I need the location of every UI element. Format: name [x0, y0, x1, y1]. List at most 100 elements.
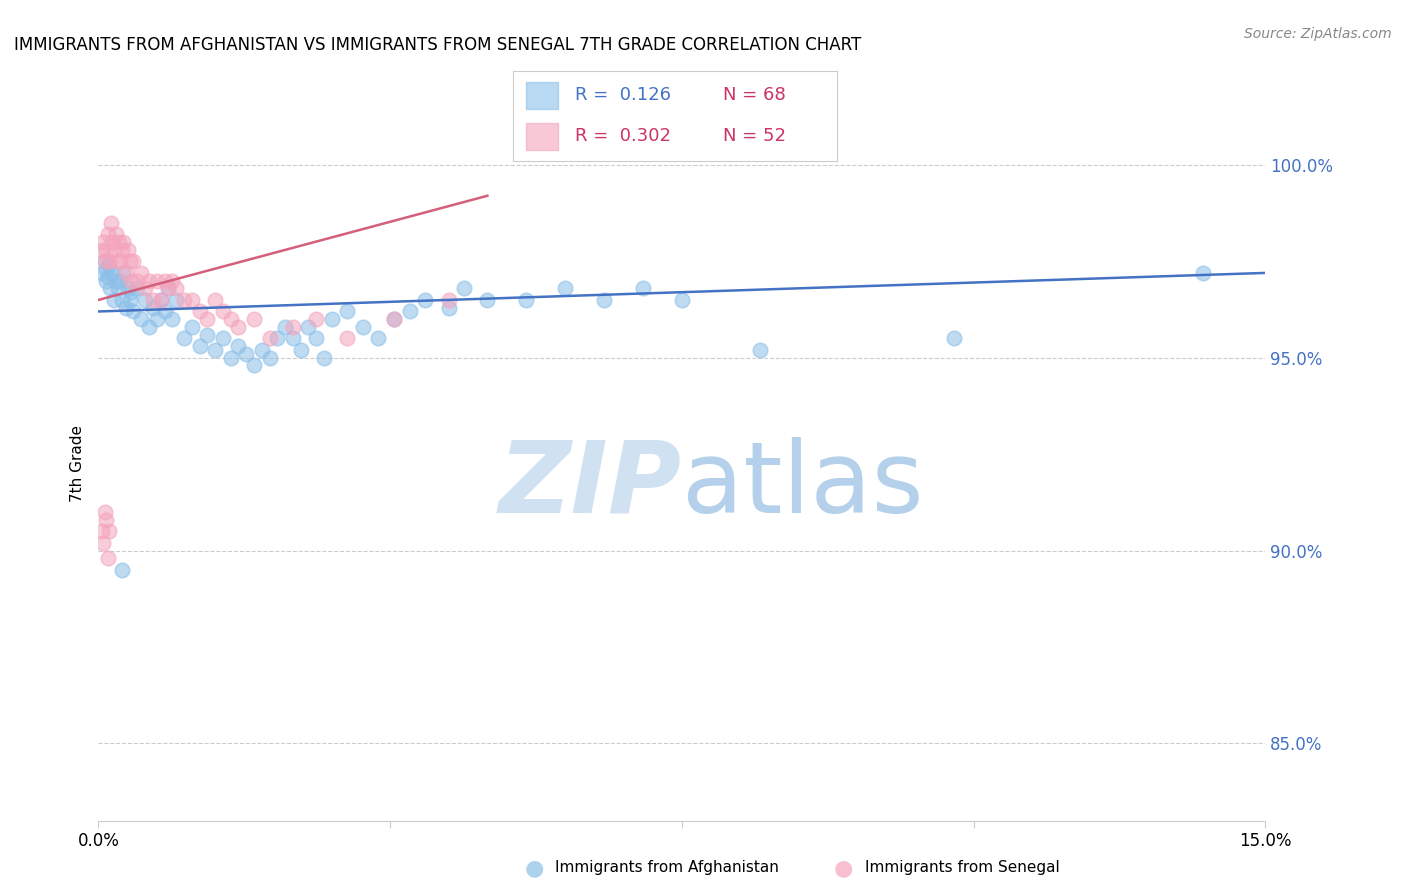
- Point: [235, 347, 257, 361]
- Point: [554, 281, 576, 295]
- Point: [305, 331, 328, 345]
- Point: [93, 254, 115, 268]
- Point: [97, 227, 120, 242]
- Point: [97, 551, 120, 566]
- Text: Source: ZipAtlas.com: Source: ZipAtlas.com: [1244, 27, 1392, 41]
- Point: [97, 258, 120, 272]
- Point: [367, 331, 389, 345]
- Point: [274, 319, 297, 334]
- Point: [259, 351, 281, 365]
- Point: [142, 301, 165, 315]
- Point: [127, 281, 149, 295]
- Point: [111, 243, 134, 257]
- Point: [114, 301, 136, 315]
- Text: ●: ●: [524, 858, 544, 878]
- Point: [138, 319, 160, 334]
- Text: N = 68: N = 68: [723, 87, 786, 104]
- Point: [118, 293, 141, 307]
- Point: [90, 243, 112, 257]
- Point: [122, 254, 145, 268]
- Point: [259, 331, 281, 345]
- Point: [305, 312, 328, 326]
- Point: [112, 235, 135, 249]
- Point: [312, 351, 335, 365]
- Point: [142, 293, 165, 307]
- Point: [321, 312, 343, 326]
- Point: [180, 319, 202, 334]
- Point: [98, 524, 121, 539]
- Point: [515, 293, 537, 307]
- Point: [398, 304, 420, 318]
- Point: [212, 304, 235, 318]
- Point: [212, 331, 235, 345]
- Text: Immigrants from Afghanistan: Immigrants from Afghanistan: [555, 861, 779, 875]
- Point: [101, 235, 124, 249]
- Point: [219, 351, 242, 365]
- Point: [336, 304, 359, 318]
- Point: [111, 563, 134, 577]
- Point: [153, 304, 176, 318]
- Point: [104, 274, 127, 288]
- Point: [107, 281, 129, 295]
- Point: [117, 243, 139, 257]
- Point: [103, 243, 125, 257]
- Point: [352, 319, 374, 334]
- Text: N = 52: N = 52: [723, 128, 786, 145]
- Point: [100, 216, 122, 230]
- Point: [91, 235, 114, 249]
- Point: [146, 274, 169, 288]
- Point: [195, 327, 218, 342]
- Point: [118, 254, 141, 268]
- Point: [162, 274, 184, 288]
- Point: [96, 262, 118, 277]
- Text: ZIP: ZIP: [499, 437, 682, 533]
- Text: R =  0.302: R = 0.302: [575, 128, 671, 145]
- Point: [114, 266, 136, 280]
- Point: [127, 274, 149, 288]
- Point: [134, 281, 156, 295]
- Point: [93, 254, 115, 268]
- Point: [96, 274, 118, 288]
- Point: [593, 293, 616, 307]
- Point: [149, 293, 172, 307]
- Point: [748, 343, 770, 357]
- Point: [157, 281, 180, 295]
- Point: [219, 312, 242, 326]
- Point: [281, 319, 304, 334]
- Point: [111, 293, 134, 307]
- Point: [631, 281, 654, 295]
- Point: [165, 293, 187, 307]
- Bar: [526, 123, 558, 150]
- Point: [129, 312, 152, 326]
- Point: [290, 343, 312, 357]
- Point: [413, 293, 436, 307]
- Point: [437, 301, 460, 315]
- Point: [134, 293, 156, 307]
- Point: [243, 359, 266, 373]
- Point: [228, 319, 250, 334]
- Point: [162, 312, 184, 326]
- Point: [195, 312, 218, 326]
- Point: [297, 319, 319, 334]
- Point: [228, 339, 250, 353]
- Point: [122, 304, 145, 318]
- Point: [90, 524, 112, 539]
- Point: [243, 312, 266, 326]
- Text: ●: ●: [834, 858, 853, 878]
- Point: [91, 536, 114, 550]
- Point: [96, 243, 118, 257]
- Point: [453, 281, 475, 295]
- Point: [281, 331, 304, 345]
- Point: [188, 339, 211, 353]
- Point: [173, 293, 195, 307]
- Point: [477, 293, 499, 307]
- Y-axis label: 7th Grade: 7th Grade: [69, 425, 84, 502]
- Bar: [526, 82, 558, 109]
- Point: [266, 331, 288, 345]
- Point: [104, 227, 127, 242]
- Point: [157, 281, 180, 295]
- Point: [103, 293, 125, 307]
- Point: [1192, 266, 1215, 280]
- Point: [138, 274, 160, 288]
- Point: [117, 281, 139, 295]
